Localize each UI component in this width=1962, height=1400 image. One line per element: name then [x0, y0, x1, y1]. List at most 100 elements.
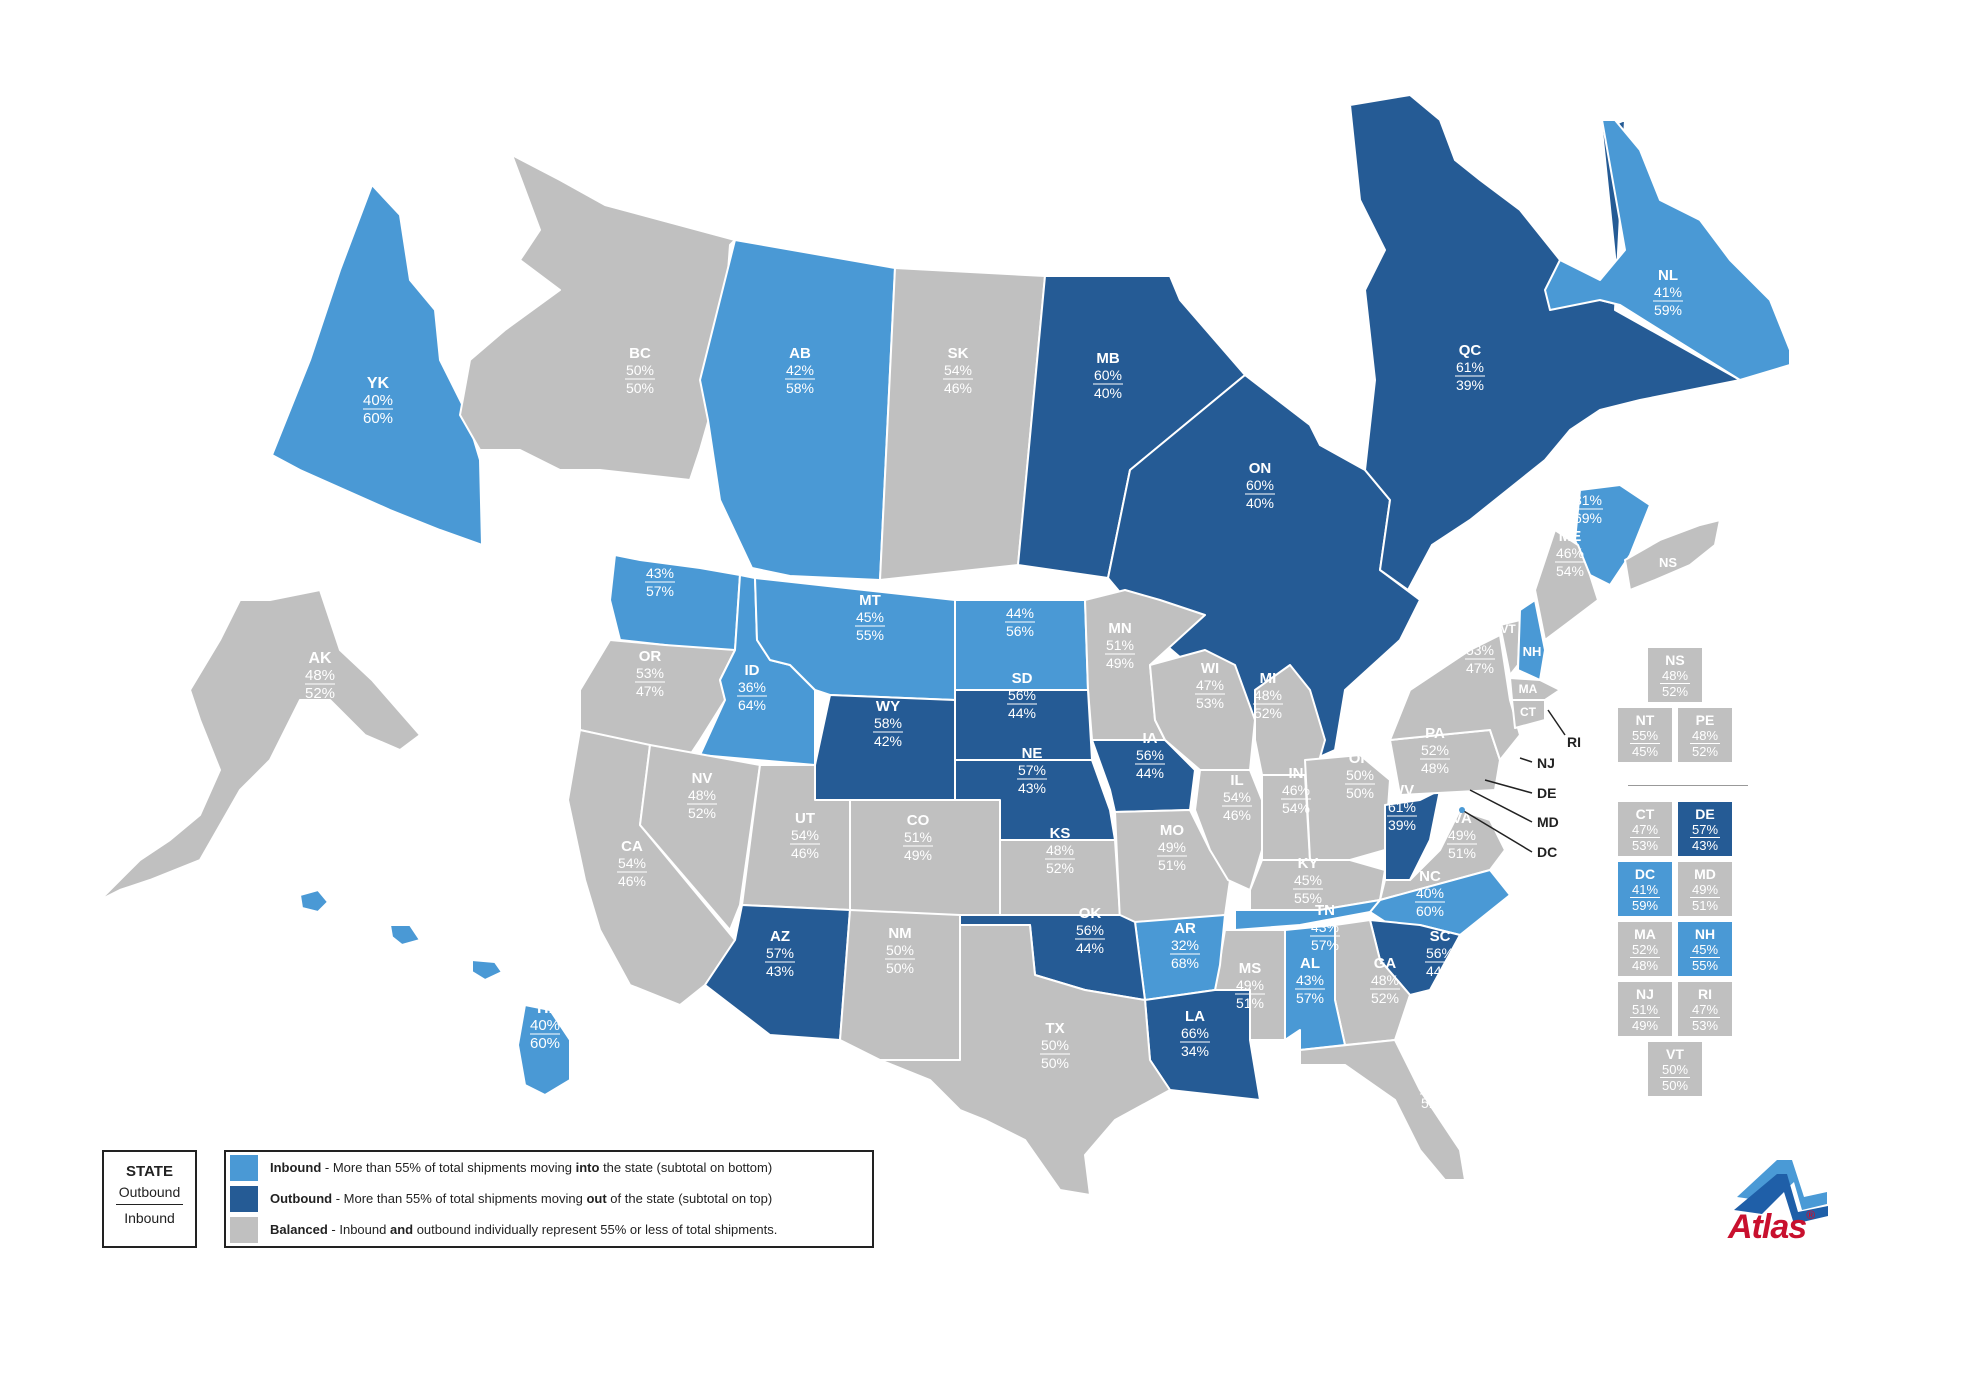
- legend-swatch-balanced: [230, 1217, 258, 1243]
- side-box-inbound: 52%: [1661, 684, 1689, 699]
- side-box-inbound: 48%: [1631, 958, 1659, 973]
- region-inbound-sc: 44%: [1426, 963, 1454, 979]
- side-box-abbr: DC: [1634, 866, 1656, 882]
- side-box-inbound: 55%: [1691, 958, 1719, 973]
- region-outbound-nl: 41%: [1654, 284, 1682, 300]
- legend-text-balanced: Balanced - Inbound and outbound individu…: [270, 1222, 778, 1237]
- region-abbr-yk: YK: [367, 375, 390, 392]
- side-box-vt: VT 50% 50%: [1648, 1042, 1702, 1096]
- region-inbound-nd: 56%: [1006, 623, 1034, 639]
- side-box-dc: DC 41% 59%: [1618, 862, 1672, 916]
- region-inbound-il: 46%: [1223, 807, 1251, 823]
- side-box-ns: NS 48% 52%: [1648, 648, 1702, 702]
- side-box-nh: NH 45% 55%: [1678, 922, 1732, 976]
- region-shape-nl: [1544, 119, 1791, 381]
- region-abbr-nl: NL: [1658, 267, 1678, 284]
- region-inbound-ny: 47%: [1466, 660, 1494, 676]
- region-shape-yk: [271, 184, 483, 546]
- legend-text-inbound: Inbound - More than 55% of total shipmen…: [270, 1160, 773, 1175]
- region-inbound-wv: 39%: [1388, 817, 1416, 833]
- region-abbr-sd: SD: [1012, 670, 1033, 687]
- region-outbound-on: 60%: [1246, 477, 1274, 493]
- region-abbr-la: LA: [1185, 1008, 1205, 1025]
- callouts: [1459, 709, 1566, 853]
- region-outbound-fl: 49%: [1421, 1077, 1449, 1093]
- side-box-abbr: MD: [1694, 866, 1716, 882]
- region-outbound-az: 57%: [766, 945, 794, 961]
- region-abbr-mo: MO: [1160, 822, 1184, 839]
- region-abbr-wi: WI: [1201, 660, 1219, 677]
- region-outbound-ks: 48%: [1046, 842, 1074, 858]
- callout-de: DE: [1537, 785, 1556, 801]
- region-outbound-sk: 54%: [944, 362, 972, 378]
- region-outbound-pa: 52%: [1421, 742, 1449, 758]
- region-abbr-wy: WY: [876, 698, 900, 715]
- region-inbound-ar: 68%: [1171, 955, 1199, 971]
- region-labels: YK40%60%BC50%50%AB42%58%SK54%46%MB60%40%…: [305, 267, 1683, 1111]
- region-outbound-in: 46%: [1282, 782, 1310, 798]
- side-box-outbound: 41%: [1630, 882, 1660, 898]
- region-inbound-nl: 59%: [1654, 302, 1682, 318]
- region-abbr-nm: NM: [888, 925, 911, 942]
- region-outbound-ne: 57%: [1018, 762, 1046, 778]
- region-shape-ny: [1389, 634, 1521, 761]
- side-box-nt: NT 55% 45%: [1618, 708, 1672, 762]
- side-box-abbr: DE: [1695, 806, 1715, 822]
- region-inbound-id: 64%: [738, 697, 766, 713]
- region-inbound-ok: 44%: [1076, 940, 1104, 956]
- side-box-inbound: 43%: [1691, 838, 1719, 853]
- region-shape-hi4: [517, 1004, 571, 1096]
- side-box-inbound: 53%: [1691, 1018, 1719, 1033]
- region-inbound-al: 57%: [1296, 990, 1324, 1006]
- region-inbound-me: 54%: [1556, 563, 1584, 579]
- side-box-inbound: 59%: [1631, 898, 1659, 913]
- region-outbound-al: 43%: [1296, 972, 1324, 988]
- side-box-inbound: 51%: [1691, 898, 1719, 913]
- side-box-md: MD 49% 51%: [1678, 862, 1732, 916]
- side-box-ma: MA 52% 48%: [1618, 922, 1672, 976]
- side-box-abbr: NJ: [1636, 986, 1654, 1002]
- side-box-nj: NJ 51% 49%: [1618, 982, 1672, 1036]
- region-shape-mi: [1254, 664, 1326, 776]
- region-outbound-id: 36%: [738, 679, 766, 695]
- region-inbound-nb: 69%: [1574, 510, 1602, 526]
- region-abbr-ne: NE: [1022, 745, 1043, 762]
- region-outbound-ca: 54%: [618, 855, 646, 871]
- side-box-inbound: 53%: [1631, 838, 1659, 853]
- region-shape-ct: [1511, 699, 1546, 729]
- region-abbr-ca: CA: [621, 838, 643, 855]
- region-abbr-ab: AB: [789, 345, 811, 362]
- region-inbound-mt: 55%: [856, 627, 884, 643]
- region-shape-hi2: [389, 924, 421, 946]
- region-outbound-wi: 47%: [1196, 677, 1224, 693]
- region-abbr-me: ME: [1559, 528, 1582, 545]
- region-inbound-ak: 52%: [305, 685, 335, 702]
- region-abbr-mn: MN: [1108, 620, 1131, 637]
- region-inbound-tx: 50%: [1041, 1055, 1069, 1071]
- region-abbr-ak: AK: [308, 650, 332, 667]
- region-outbound-tx: 50%: [1041, 1037, 1069, 1053]
- region-outbound-nc: 40%: [1416, 885, 1444, 901]
- region-abbr-tx: TX: [1045, 1020, 1064, 1037]
- region-outbound-mb: 60%: [1094, 367, 1122, 383]
- region-inbound-ga: 52%: [1371, 990, 1399, 1006]
- side-box-outbound: 50%: [1660, 1062, 1690, 1078]
